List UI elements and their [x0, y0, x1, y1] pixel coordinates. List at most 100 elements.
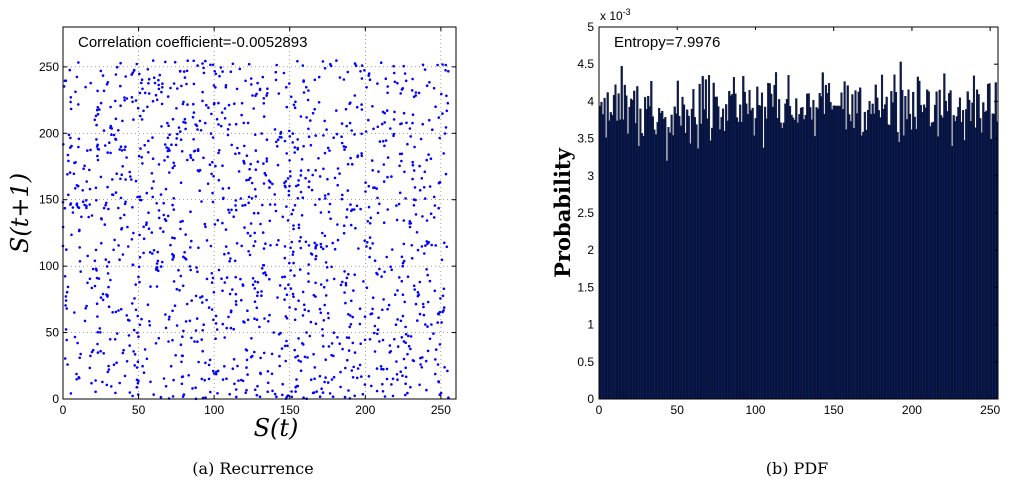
scatter-point — [286, 177, 290, 180]
scatter-point — [322, 345, 325, 348]
scatter-point — [200, 377, 204, 381]
scatter-point — [211, 200, 215, 204]
scatter-point — [157, 216, 161, 220]
scatter-point — [444, 63, 448, 67]
scatter-point — [340, 135, 343, 138]
scatter-point — [213, 101, 216, 105]
scatter-point — [164, 313, 167, 316]
scatter-point — [162, 230, 165, 233]
scatter-point — [156, 259, 160, 263]
scatter-point — [212, 84, 216, 87]
scatter-point — [425, 219, 429, 222]
scatter-point — [215, 328, 219, 331]
scatter-point — [383, 395, 387, 398]
scatter-point — [404, 375, 408, 379]
scatter-point — [288, 184, 291, 188]
scatter-point — [64, 299, 68, 302]
scatter-point — [114, 138, 118, 141]
scatter-point — [218, 149, 221, 152]
scatter-point — [158, 73, 162, 77]
scatter-point — [283, 298, 286, 301]
scatter-point — [275, 395, 278, 399]
scatter-point — [136, 314, 139, 318]
scatter-point — [82, 167, 85, 170]
scatter-point — [128, 391, 132, 394]
scatter-point — [429, 157, 433, 160]
scatter-point — [113, 238, 116, 242]
scatter-point — [202, 66, 205, 70]
y-tick-label: 100 — [39, 259, 59, 273]
scatter-point — [99, 349, 102, 353]
scatter-point — [201, 301, 204, 304]
scatter-point — [172, 208, 176, 211]
scatter-point — [318, 395, 322, 399]
scatter-point — [121, 253, 125, 256]
scatter-point — [180, 360, 183, 364]
scatter-point — [145, 357, 149, 361]
scatter-point — [265, 94, 268, 97]
scatter-point — [350, 299, 353, 303]
scatter-point — [125, 314, 129, 317]
scatter-point — [142, 237, 146, 240]
scatter-point — [393, 337, 396, 341]
scatter-point — [436, 321, 440, 324]
scatter-point — [392, 64, 395, 68]
scatter-point — [392, 71, 396, 75]
scatter-point — [263, 171, 267, 175]
x-tick-label: 0 — [596, 403, 603, 417]
scatter-point — [281, 393, 284, 397]
scatter-point — [104, 258, 108, 261]
scatter-point — [216, 369, 220, 373]
scatter-point — [360, 103, 363, 106]
scatter-point — [223, 107, 227, 110]
scatter-point — [396, 318, 399, 321]
scatter-point — [253, 231, 256, 235]
scatter-point — [385, 377, 389, 381]
scatter-point — [184, 320, 188, 323]
scatter-point — [102, 352, 105, 355]
scatter-point — [287, 193, 291, 197]
scatter-point — [328, 149, 331, 152]
scatter-point — [398, 276, 401, 279]
scatter-point — [312, 293, 316, 297]
scatter-point — [211, 63, 215, 67]
scatter-point — [124, 75, 127, 78]
scatter-point — [367, 184, 371, 188]
scatter-point — [400, 122, 403, 125]
scatter-point — [297, 223, 301, 227]
scatter-point — [367, 205, 371, 209]
scatter-point — [264, 173, 268, 177]
scatter-point — [383, 270, 386, 274]
scatter-point — [285, 317, 289, 320]
scatter-point — [422, 305, 425, 309]
scatter-point — [234, 122, 238, 126]
scatter-point — [229, 70, 233, 73]
scatter-point — [182, 120, 185, 124]
scatter-point — [107, 207, 110, 211]
scatter-point — [185, 69, 189, 73]
scatter-point — [103, 144, 107, 147]
scatter-point — [437, 181, 441, 185]
scatter-point — [379, 365, 383, 368]
scatter-point — [85, 204, 88, 208]
scatter-point — [131, 263, 135, 267]
scatter-point — [146, 105, 149, 109]
scatter-point — [228, 211, 231, 214]
scatter-point — [411, 160, 415, 164]
scatter-point — [425, 84, 429, 87]
scatter-point — [228, 259, 231, 263]
scatter-point — [114, 391, 117, 395]
scatter-point — [445, 245, 449, 249]
scatter-point — [168, 315, 171, 319]
scatter-point — [428, 118, 431, 122]
scatter-point — [437, 206, 441, 210]
scatter-point — [434, 105, 437, 108]
scatter-point — [237, 170, 241, 173]
scatter-point — [305, 331, 308, 334]
scatter-point — [345, 208, 349, 211]
scatter-point — [189, 156, 193, 159]
scatter-point — [109, 105, 112, 109]
scatter-point — [164, 385, 168, 388]
scatter-point — [442, 152, 446, 155]
scatter-point — [360, 154, 364, 158]
